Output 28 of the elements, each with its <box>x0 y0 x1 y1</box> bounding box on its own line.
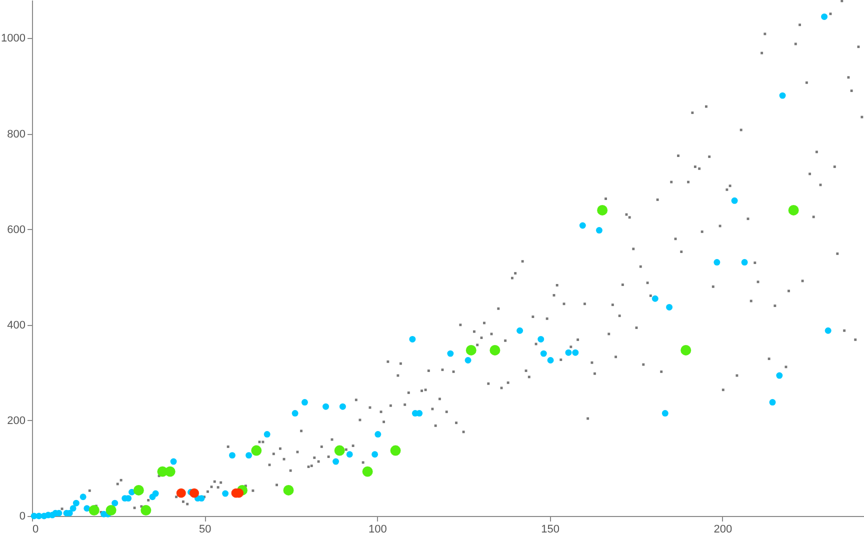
point <box>176 488 186 498</box>
point <box>88 505 100 516</box>
point <box>140 505 152 516</box>
y-tick-label: 1000 <box>1 32 26 45</box>
y-tick-label: 800 <box>7 128 26 140</box>
y-tick-label: 400 <box>7 319 26 332</box>
point <box>283 484 294 496</box>
x-tick-label: 100 <box>368 524 387 534</box>
point <box>466 344 476 356</box>
point <box>251 445 262 456</box>
point <box>597 204 608 216</box>
point <box>362 466 373 477</box>
x-tick-label: 50 <box>198 524 212 534</box>
y-tick-label: 600 <box>7 224 26 236</box>
y-tick-label: 200 <box>7 414 26 427</box>
point <box>190 488 199 498</box>
y-tick-label: 0 <box>19 510 26 522</box>
point <box>390 445 401 456</box>
x-tick-label: 0 <box>32 524 39 534</box>
point <box>490 344 500 356</box>
point <box>164 466 176 477</box>
point <box>788 204 799 216</box>
x-tick-label: 150 <box>541 524 560 534</box>
point <box>106 505 116 516</box>
point <box>680 344 692 356</box>
point <box>133 484 144 496</box>
point <box>334 445 345 456</box>
x-tick-label: 200 <box>714 524 732 534</box>
